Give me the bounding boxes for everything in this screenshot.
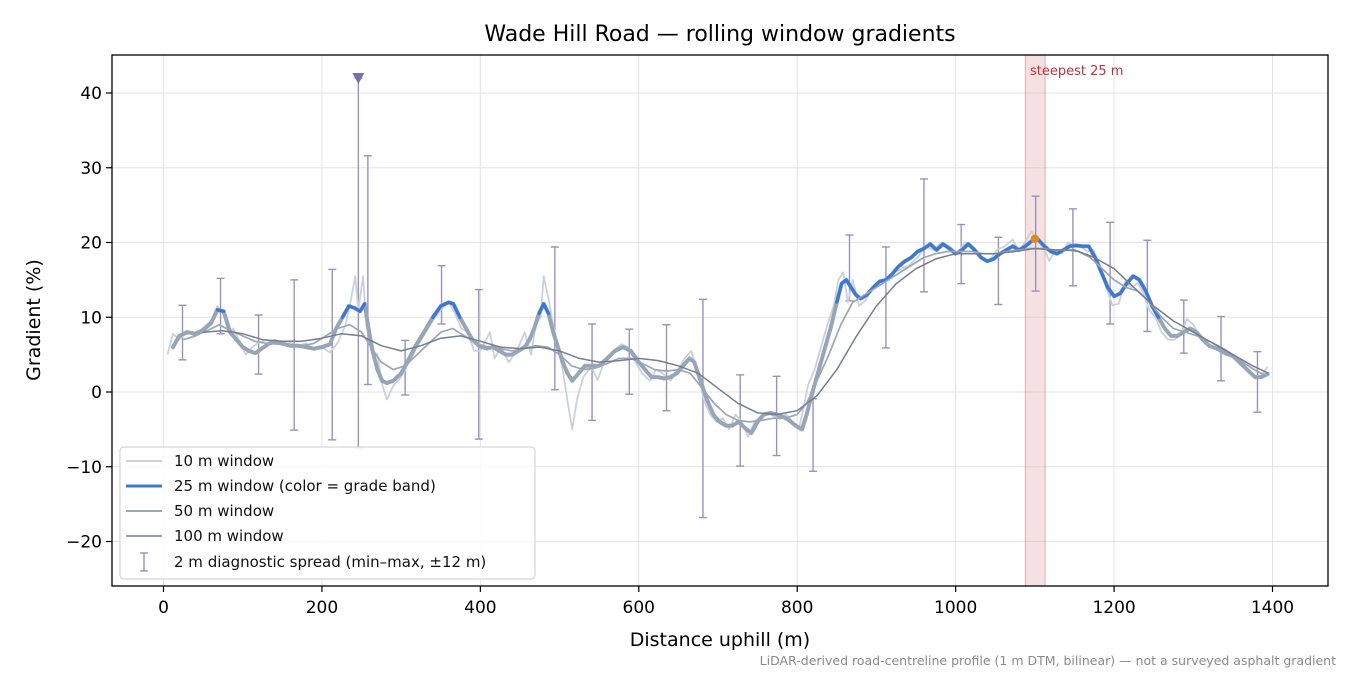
error-bar <box>1253 350 1262 413</box>
series-25m-steep-segment <box>340 302 367 319</box>
x-tick-label: 1000 <box>934 598 977 618</box>
y-tick-label: −20 <box>66 533 102 553</box>
error-bar <box>1143 239 1152 333</box>
x-tick-label: 1200 <box>1092 598 1135 618</box>
y-axis-label: Gradient (%) <box>23 259 45 381</box>
x-axis-label: Distance uphill (m) <box>630 629 810 651</box>
error-bar <box>919 178 928 293</box>
x-tick-label: 800 <box>781 598 813 618</box>
legend-box <box>119 446 536 580</box>
legend-label-errorbar: 2 m diagnostic spread (min–max, ±12 m) <box>174 553 486 571</box>
error-bar <box>588 323 597 422</box>
x-tick-label: 1400 <box>1251 598 1294 618</box>
legend-label-25m: 25 m window (color = grade band) <box>174 477 436 495</box>
series-lines <box>166 230 1270 438</box>
legend-label-10m: 10 m window <box>174 452 274 470</box>
error-bar <box>662 324 671 412</box>
y-tick-label: 30 <box>80 159 102 179</box>
x-tick-label: 200 <box>306 598 338 618</box>
error-bar <box>474 288 483 440</box>
error-bar <box>254 314 263 375</box>
plot-frame <box>111 54 1329 587</box>
series-100m-line <box>203 247 1269 416</box>
chart-markers <box>352 73 1040 243</box>
error-bar <box>698 298 707 519</box>
series-25m-steep-segment <box>431 300 462 319</box>
error-bar <box>550 246 559 391</box>
legend-swatch-errorbar <box>140 552 148 572</box>
error-bar <box>881 246 890 349</box>
legend: 10 m window 25 m window (color = grade b… <box>119 446 536 580</box>
error-bar <box>216 277 225 335</box>
clipped-max-marker <box>352 73 365 85</box>
y-tick-label: 0 <box>91 383 102 403</box>
legend-label-50m: 50 m window <box>174 502 274 520</box>
x-tick-label: 600 <box>623 598 655 618</box>
y-axis-ticks: −20 −10 0 10 20 30 40 <box>66 84 112 553</box>
error-bar <box>1031 195 1040 292</box>
steepest-annotation: steepest 25 m <box>1030 64 1123 79</box>
error-bar <box>328 268 337 441</box>
legend-label-100m: 100 m window <box>174 527 284 545</box>
error-bar <box>1106 221 1115 325</box>
series-25m-steep-segment <box>215 308 226 313</box>
error-bar <box>290 279 299 431</box>
x-axis-ticks: 0 200 400 600 800 1000 1200 1400 <box>158 586 1294 618</box>
series-25m-steep-segment <box>835 237 1160 319</box>
steepest-point-marker <box>1030 234 1040 243</box>
y-tick-label: 20 <box>80 234 102 254</box>
error-bar <box>625 328 634 395</box>
y-tick-label: 40 <box>80 84 102 104</box>
steepest-band <box>1024 54 1046 587</box>
steepest-band-rect <box>1024 54 1046 587</box>
error-bar <box>437 264 446 325</box>
error-bar <box>363 155 372 386</box>
error-bars <box>178 77 1262 519</box>
chart-title: Wade Hill Road — rolling window gradient… <box>484 22 955 47</box>
y-tick-label: −10 <box>66 458 102 478</box>
x-tick-label: 0 <box>158 598 169 618</box>
x-tick-label: 400 <box>464 598 496 618</box>
y-tick-label: 10 <box>80 308 102 328</box>
footnote: LiDAR-derived road-centreline profile (1… <box>760 653 1336 668</box>
series-25m-steep-segment <box>537 302 551 316</box>
